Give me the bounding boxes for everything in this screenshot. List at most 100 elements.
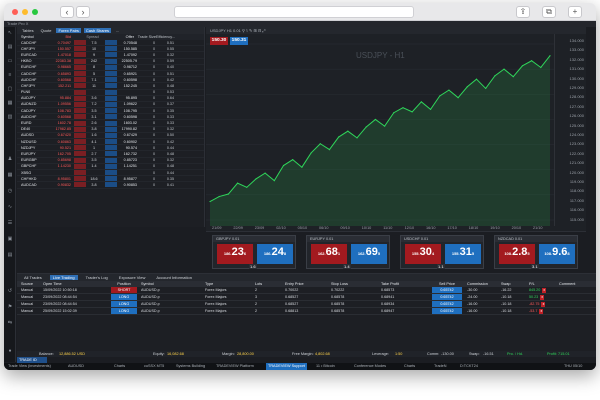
- watchlist-row[interactable]: NZDJPY 90.521 1 90.574 0 0.44: [17, 145, 204, 152]
- chart-buy-button[interactable]: 150.31: [230, 37, 248, 45]
- watchlist-row[interactable]: CHFJPY 152.211 11 152.245 0 0.48: [17, 83, 204, 90]
- sell-box[interactable]: [74, 132, 86, 138]
- taskbar-item[interactable]: 11 • Bitcoin: [316, 364, 335, 368]
- sell-box[interactable]: [74, 126, 86, 132]
- col-entry-price[interactable]: Entry Price: [285, 282, 304, 286]
- buy-box[interactable]: [105, 77, 117, 83]
- watchlist-tab-more[interactable]: ...: [116, 28, 120, 33]
- sell-price-box[interactable]: 0.65742: [432, 287, 462, 293]
- wave-icon[interactable]: ∿: [7, 204, 13, 210]
- buy-box[interactable]: [105, 176, 117, 182]
- watchlist-row[interactable]: EURD 1602.78 2.6 1603.02 0 0.33: [17, 120, 204, 127]
- close-position-icon[interactable]: x: [541, 302, 546, 307]
- sell-box[interactable]: [74, 170, 86, 176]
- buy-box[interactable]: [105, 95, 117, 101]
- cursor-icon[interactable]: ↖: [7, 30, 13, 36]
- url-bar[interactable]: [174, 6, 414, 18]
- watchlist-row[interactable]: CADJPY 108.783 3.5 108.795 0 0.35: [17, 108, 204, 115]
- taskbar-item[interactable]: TRADEVIEW Platform: [216, 364, 254, 368]
- col-pnl[interactable]: P/L: [529, 282, 535, 286]
- offer-cell[interactable]: 22505.79: [121, 59, 137, 64]
- watchlist-row[interactable]: GBPCHF 1.14230 1.4 1.14251 0 0.48: [17, 163, 204, 170]
- bid-cell[interactable]: 0.65893: [57, 71, 71, 76]
- zoom-window-button[interactable]: [32, 9, 38, 15]
- offer-cell[interactable]: 162.732: [123, 151, 137, 156]
- taskbar-item[interactable]: Charts: [404, 364, 416, 368]
- bid-cell[interactable]: 0.67420: [57, 133, 71, 138]
- position-row[interactable]: Manual 23/09/2022 08:44:54 LONG AUDUSD.p For…: [17, 294, 596, 301]
- take-profit-cell[interactable]: 0.68573: [381, 288, 395, 292]
- tile-buy-button[interactable]: 108.9.68: [539, 244, 575, 264]
- share-button[interactable]: ⇪: [516, 6, 530, 18]
- bid-cell[interactable]: 8.95801: [57, 176, 71, 181]
- watchlist-row[interactable]: AUDCHF 0.60568 3.1 0.60598 0 0.33: [17, 114, 204, 121]
- bid-cell[interactable]: 17982.85: [55, 127, 71, 132]
- tile-sell-button[interactable]: 155.304: [405, 244, 441, 264]
- watchlist-row[interactable]: CHFJPY 150.557 10 150.585 0 0.55: [17, 46, 204, 53]
- offer-cell[interactable]: 0.65921: [123, 71, 137, 76]
- bid-cell[interactable]: 152.211: [57, 83, 71, 88]
- sell-box[interactable]: [74, 71, 86, 77]
- buy-box[interactable]: [105, 114, 117, 120]
- offer-cell[interactable]: 1.47092: [123, 52, 137, 57]
- offer-cell[interactable]: 1603.02: [123, 121, 137, 126]
- taskbar-item[interactable]: Trade View (investments): [8, 364, 51, 368]
- position-row[interactable]: Manual 23/09/2022 08:44:54 LONG AUDUSD.p For…: [17, 301, 596, 308]
- tab-account-info[interactable]: Account Information: [156, 275, 192, 280]
- tab-exposure-view[interactable]: Exposure View: [118, 275, 146, 280]
- offer-cell[interactable]: 0.67429: [123, 133, 137, 138]
- buy-box[interactable]: [105, 71, 117, 77]
- sell-price-box[interactable]: 0.65742: [432, 308, 462, 314]
- sell-price-cell[interactable]: 0.65742: [427, 294, 467, 300]
- sell-box[interactable]: [74, 77, 86, 83]
- col-open-time[interactable]: Open Time: [43, 282, 62, 286]
- watchlist-row[interactable]: CADCHF 0.70497 7.5 0.70548 0 0.51: [17, 40, 204, 47]
- watchlist-row[interactable]: EURCAD 1.47018 9 1.47092 0 0.32: [17, 52, 204, 59]
- stop-loss-cell[interactable]: 0.68578: [331, 309, 345, 313]
- offer-cell[interactable]: 0.60598: [123, 114, 137, 119]
- stop-loss-cell[interactable]: 0.68578: [331, 302, 345, 306]
- tile-sell-button[interactable]: 186.236: [217, 244, 253, 264]
- watchlist-row[interactable]: CADCHF 0.65893 5 0.65921 0 0.51: [17, 71, 204, 78]
- list-icon[interactable]: ≡: [8, 72, 12, 78]
- bid-cell[interactable]: 0.60863: [57, 139, 71, 144]
- buy-box[interactable]: [105, 157, 117, 163]
- new-tab-button[interactable]: +: [568, 6, 582, 18]
- watchlist-row[interactable]: AUDCAD 0.90832 3.8 0.90853 0 0.41: [17, 182, 204, 189]
- transfer-icon[interactable]: ⇆: [7, 320, 13, 326]
- watchlist-row[interactable]: AUDNZD 1.09556 7.2 1.09622 0 0.37: [17, 101, 204, 109]
- chart-icon[interactable]: ▤: [7, 44, 13, 50]
- buy-box[interactable]: [105, 101, 117, 107]
- sell-box[interactable]: [74, 52, 86, 58]
- taskbar-item[interactable]: D:TCKT24: [460, 364, 478, 368]
- bid-cell[interactable]: 90.521: [59, 145, 71, 150]
- quote-tile[interactable]: USDCHF 0.01 155.304 155.315 1.1: [400, 235, 484, 269]
- buy-box[interactable]: [105, 40, 117, 46]
- stop-loss-cell[interactable]: 0.70222: [331, 288, 345, 292]
- watchlist-row[interactable]: EURJPY 162.705 2.7 162.732 0 0.48: [17, 151, 204, 158]
- back-button[interactable]: ‹: [60, 6, 74, 18]
- document-icon[interactable]: ▭: [7, 58, 13, 64]
- offer-cell[interactable]: 17990.82: [121, 127, 137, 132]
- sell-box[interactable]: [74, 46, 86, 52]
- tile-sell-button[interactable]: 162.681: [311, 244, 347, 264]
- col-position[interactable]: Position: [117, 282, 131, 286]
- watchlist-row[interactable]: XBSG 0 0.44: [17, 170, 204, 177]
- watchlist-row[interactable]: EURGBP 0.85698 3.5 0.85723 0 0.32: [17, 157, 204, 164]
- close-position-icon[interactable]: x: [540, 295, 545, 300]
- watchlist-tab-tables[interactable]: Tables: [22, 28, 34, 33]
- col-commission[interactable]: Commission: [467, 282, 488, 286]
- col-lots[interactable]: Lots: [255, 282, 263, 286]
- sell-box[interactable]: [74, 176, 86, 182]
- price-chart[interactable]: [206, 34, 554, 226]
- calendar-icon[interactable]: ▥: [7, 114, 13, 120]
- watchlist-row[interactable]: AUDCHF 0.60568 7.1 0.60598 0 0.42: [17, 77, 204, 84]
- chart-toolbar[interactable]: USDJPY H1 0.01 ⚲ ⌇ ✎ ⊞ ⊟ ⤢: [206, 27, 586, 34]
- sell-box[interactable]: [74, 101, 86, 107]
- bid-cell[interactable]: 1.09556: [57, 102, 71, 107]
- col-swap[interactable]: Swap: [501, 282, 511, 286]
- buy-box[interactable]: [105, 163, 117, 169]
- watchlist-tab-shares[interactable]: Cash Shares: [83, 28, 112, 33]
- close-position-icon[interactable]: x: [539, 309, 544, 314]
- col-spread[interactable]: Spread: [86, 35, 99, 39]
